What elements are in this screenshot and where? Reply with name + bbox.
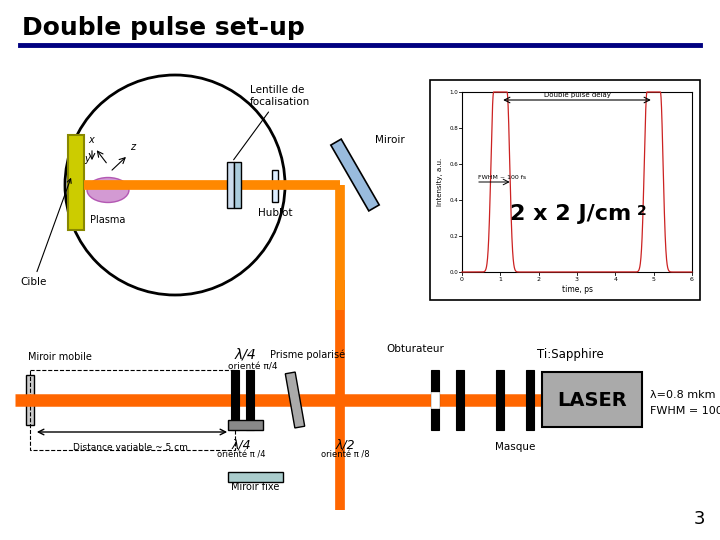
Bar bbox=[231, 370, 239, 430]
Polygon shape bbox=[330, 139, 379, 211]
Text: 0.0: 0.0 bbox=[449, 269, 458, 274]
Text: 1: 1 bbox=[498, 277, 503, 282]
Text: Hublot: Hublot bbox=[258, 208, 292, 218]
Text: 3: 3 bbox=[575, 277, 579, 282]
Bar bbox=[68, 135, 84, 230]
Text: 1.0: 1.0 bbox=[449, 90, 458, 94]
Text: 2: 2 bbox=[636, 205, 647, 218]
Text: orienté π /8: orienté π /8 bbox=[320, 451, 369, 460]
Bar bbox=[431, 392, 439, 408]
Text: Double pulse delay: Double pulse delay bbox=[544, 92, 611, 98]
Polygon shape bbox=[234, 162, 241, 208]
Text: LASER: LASER bbox=[557, 390, 627, 409]
Text: 0.2: 0.2 bbox=[449, 233, 458, 239]
Text: FWHM ~ 100 fs: FWHM ~ 100 fs bbox=[478, 175, 526, 180]
Text: Miroir: Miroir bbox=[375, 135, 405, 145]
Text: Miroir mobile: Miroir mobile bbox=[28, 352, 92, 362]
Bar bbox=[430, 80, 700, 300]
Text: 2 x 2 J/cm: 2 x 2 J/cm bbox=[510, 205, 631, 225]
Text: orienté π /4: orienté π /4 bbox=[217, 451, 265, 460]
Text: 4: 4 bbox=[613, 277, 617, 282]
Text: 0.8: 0.8 bbox=[449, 125, 458, 131]
Text: 3: 3 bbox=[693, 510, 705, 528]
Bar bbox=[272, 170, 278, 202]
Bar bbox=[246, 370, 254, 430]
Text: 2: 2 bbox=[536, 277, 541, 282]
Text: orienté π/4: orienté π/4 bbox=[228, 363, 277, 372]
Bar bbox=[431, 370, 439, 430]
Ellipse shape bbox=[87, 178, 129, 202]
Text: time, ps: time, ps bbox=[562, 286, 593, 294]
Text: Double pulse set-up: Double pulse set-up bbox=[22, 16, 305, 40]
Text: Cible: Cible bbox=[20, 179, 71, 287]
Text: 6: 6 bbox=[690, 277, 694, 282]
Text: 5: 5 bbox=[652, 277, 656, 282]
Text: 0: 0 bbox=[460, 277, 464, 282]
Text: λ=0.8 mkm
FWHM = 100 fs: λ=0.8 mkm FWHM = 100 fs bbox=[650, 390, 720, 416]
Bar bbox=[542, 372, 642, 427]
Text: Obturateur: Obturateur bbox=[386, 344, 444, 354]
Bar bbox=[228, 472, 283, 482]
Text: x: x bbox=[88, 135, 94, 145]
Text: y: y bbox=[84, 154, 90, 164]
Text: z: z bbox=[130, 142, 135, 152]
Bar bbox=[526, 370, 534, 430]
Text: 0.6: 0.6 bbox=[449, 161, 458, 166]
Text: Masque: Masque bbox=[495, 442, 535, 452]
Text: Intensity, a.u.: Intensity, a.u. bbox=[437, 158, 443, 206]
Bar bbox=[228, 420, 263, 430]
Text: Ti:Sapphire: Ti:Sapphire bbox=[536, 348, 603, 361]
Bar bbox=[30, 370, 235, 450]
Text: Distance variable ~ 5 cm: Distance variable ~ 5 cm bbox=[73, 443, 187, 452]
Text: Lentille de
focalisation: Lentille de focalisation bbox=[233, 85, 310, 160]
Text: Plasma: Plasma bbox=[90, 215, 126, 225]
Text: Miroir fixe: Miroir fixe bbox=[231, 482, 279, 492]
Bar bbox=[496, 370, 504, 430]
Polygon shape bbox=[227, 162, 234, 208]
Text: λ/2: λ/2 bbox=[336, 438, 355, 451]
Text: Prisme polarisé: Prisme polarisé bbox=[270, 349, 345, 360]
Text: 0.4: 0.4 bbox=[449, 198, 458, 202]
Bar bbox=[26, 375, 34, 425]
Bar bbox=[456, 370, 464, 430]
Text: λ/4: λ/4 bbox=[231, 438, 251, 451]
Polygon shape bbox=[285, 372, 305, 428]
Text: λ/4: λ/4 bbox=[235, 347, 257, 361]
